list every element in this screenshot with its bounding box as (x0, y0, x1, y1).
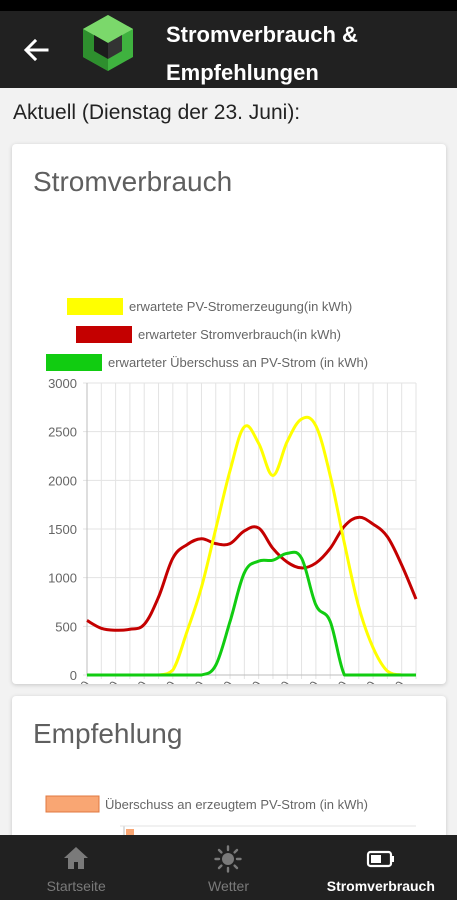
legend-swatch (46, 354, 102, 371)
x-tick-label: 10:00 (206, 678, 237, 684)
x-tick-label: 12:00 (234, 678, 265, 684)
x-tick-label: 2:00 (95, 678, 122, 684)
x-tick-label: 8:00 (181, 678, 208, 684)
x-tick-label: 18:00 (320, 678, 351, 684)
date-heading: Aktuell (Dienstag der 23. Juni): (13, 101, 301, 124)
status-bar (0, 0, 457, 11)
x-tick-label: 20:00 (349, 678, 380, 684)
y-tick-label: 3000 (48, 376, 77, 391)
chart-grid (83, 382, 417, 679)
page-title: Stromverbrauch & Empfehlungen (166, 16, 446, 92)
app-logo (83, 15, 133, 71)
x-tick-label: 6:00 (152, 678, 179, 684)
y-tick-label: 500 (55, 619, 77, 634)
recommendation-card-title: Empfehlung (33, 718, 183, 749)
x-tick-label: 22:00 (377, 678, 408, 684)
consumption-chart: 0 500 1000 1500 2000 2500 3000 0:002:004:006:00… (46, 298, 418, 684)
y-tick-label: 1500 (48, 522, 77, 537)
nav-item-label: Startseite (46, 878, 106, 894)
y-tick-label: 0 (70, 668, 77, 683)
back-button[interactable] (16, 33, 56, 67)
arrow-back-icon (23, 38, 49, 62)
x-tick-label: 14:00 (263, 678, 294, 684)
y-tick-label: 1000 (48, 571, 77, 586)
series-line-2 (86, 515, 418, 632)
nav-item-startseite[interactable]: Startseite (0, 835, 152, 900)
nav-item-label: Stromverbrauch (326, 878, 435, 894)
home-icon (64, 847, 89, 869)
legend-label: Überschuss an erzeugtem PV-Strom (in kWh… (105, 797, 368, 812)
nav-item-wetter[interactable]: Wetter (152, 835, 304, 900)
legend-swatch (45, 795, 100, 813)
y-tick-label: 2000 (48, 473, 77, 488)
main-content[interactable]: Aktuell (Dienstag der 23. Juni): Stromve… (0, 88, 457, 835)
x-tick-label: 16:00 (291, 678, 322, 684)
series-line-1 (87, 415, 416, 677)
app-bar: Stromverbrauch & Empfehlungen (0, 11, 457, 88)
page-title-line-2: Empfehlungen (166, 60, 319, 85)
consumption-card: Stromverbrauch 0500100015002000250030000… (12, 144, 446, 684)
consumption-card-title: Stromverbrauch (33, 166, 233, 197)
legend-label: erwarteter Überschuss an PV-Strom (in kW… (108, 355, 368, 370)
battery-icon (366, 850, 394, 868)
legend-swatch (67, 298, 123, 315)
y-tick-label: 2500 (48, 425, 77, 440)
recommendation-card: Empfehlung Überschuss an erzeugtem PV-St… (12, 696, 446, 835)
bar (126, 829, 134, 835)
legend-swatch (76, 326, 132, 343)
bottom-navigation: Startseite Wetter Stromverbrauch (0, 835, 457, 900)
legend-label: erwarteter Stromverbrauch(in kWh) (138, 327, 341, 342)
legend-label: erwartete PV-Stromerzeugung(in kWh) (129, 299, 352, 314)
x-tick-label: 0:00 (67, 678, 94, 684)
nav-item-stromverbrauch[interactable]: Stromverbrauch (305, 835, 457, 900)
recommendation-chart: Überschuss an erzeugtem PV-Strom (in kWh… (45, 795, 416, 835)
x-tick-label: 4:00 (124, 678, 151, 684)
nav-item-label: Wetter (208, 878, 249, 894)
page-title-line-1: Stromverbrauch & (166, 22, 358, 47)
sun-icon (214, 845, 243, 873)
series-line-3 (87, 550, 416, 677)
